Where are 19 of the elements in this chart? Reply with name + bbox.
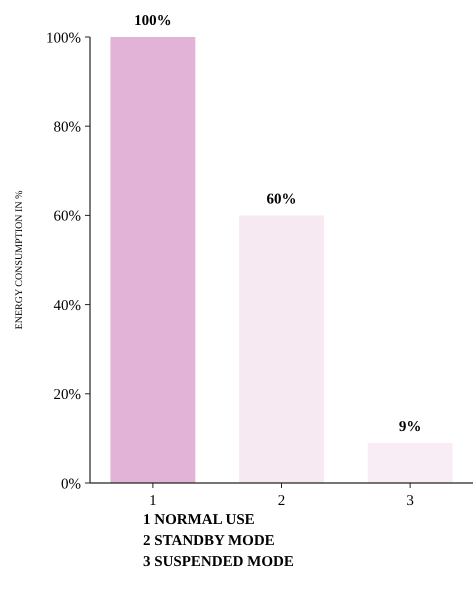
bar: [110, 37, 196, 483]
text: 2 STANDBY MODE: [143, 533, 275, 549]
y-tick-label: 60%: [54, 208, 81, 225]
text: 1 NORMAL USE: [143, 512, 255, 528]
data-label: 9%: [398, 418, 422, 435]
y-tick-label: 80%: [54, 119, 81, 136]
bar: [239, 215, 324, 483]
x-tick-label: 1: [149, 493, 157, 509]
x-tick-label: 2: [278, 493, 286, 509]
data-label: 60%: [266, 191, 296, 208]
data-label: 100%: [134, 13, 172, 29]
y-tick-label: 0%: [61, 476, 81, 492]
y-axis-title: ENERGY CONSUMPTION IN %: [14, 190, 25, 330]
text: 3 SUSPENDED MODE: [143, 554, 294, 570]
bar: [368, 442, 453, 483]
y-tick-label: 20%: [54, 387, 81, 404]
y-tick-label: 100%: [46, 30, 81, 46]
x-tick-label: 3: [406, 493, 414, 509]
y-tick-label: 40%: [54, 298, 81, 314]
